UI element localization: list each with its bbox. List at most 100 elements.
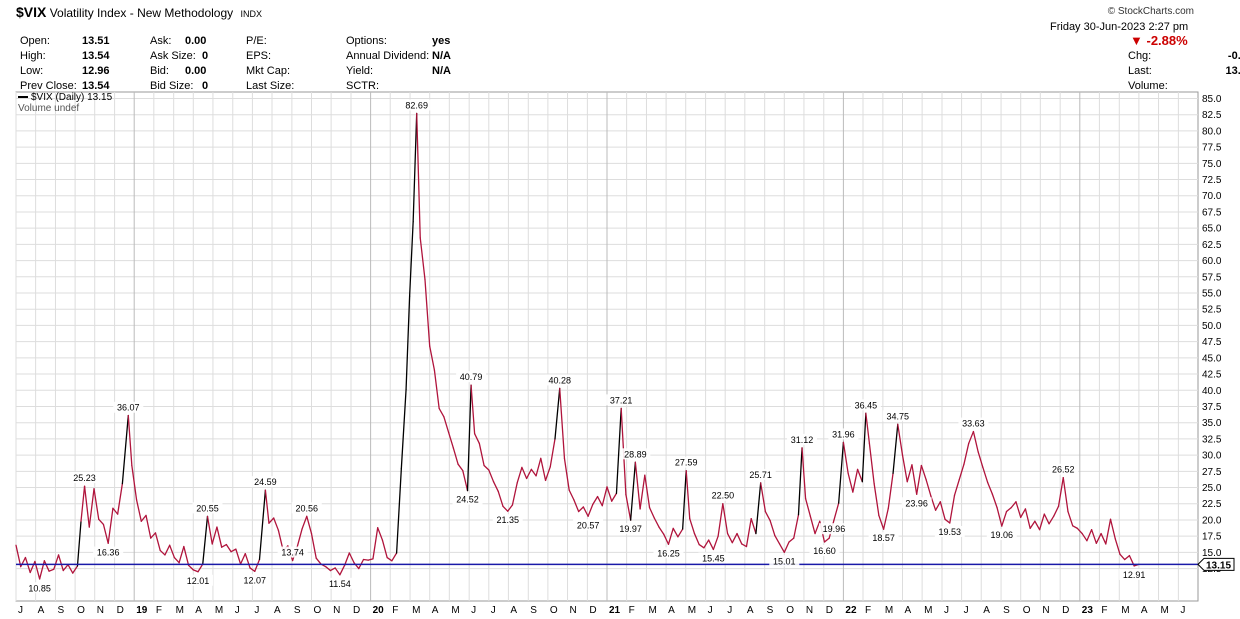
series-segment [131,464,138,501]
bid-size-label: Bid Size: [150,80,194,92]
series-segment [135,499,142,522]
y-tick-label: 45.0 [1202,353,1222,364]
series-segment [1109,518,1116,540]
x-tick-label: M [451,605,459,616]
series-segment [187,564,194,571]
series-segment [934,501,941,511]
annotation-box [492,514,523,526]
series-segment [466,384,472,492]
last-size-label: Last Size: [246,80,295,92]
series-segment [296,528,303,548]
series-segment [667,527,674,545]
annotation-box [456,371,487,383]
x-tick-label: N [97,605,104,616]
chg-value: -0.39 [1227,50,1240,62]
series-segment [783,541,790,553]
series-segment [273,517,280,531]
annotation-box [787,433,818,445]
symbol: $VIX [16,4,47,20]
data-label: 19.53 [939,527,962,537]
x-tick-label: N [1042,605,1049,616]
y-tick-label: 75.0 [1202,159,1222,170]
series-segment [861,412,867,483]
chart-title: $VIX Volatility Index - New Methodology … [16,4,262,20]
series-segment [169,544,176,559]
x-tick-label: O [314,605,322,616]
y-tick-label: 80.0 [1202,126,1222,137]
annotation-box [573,519,604,531]
series-segment [488,469,495,483]
x-tick-label: A [1141,605,1148,616]
x-tick-label: A [38,605,45,616]
series-segment [911,464,918,495]
series-segment [343,552,350,566]
annotation-box [452,493,483,505]
y-tick-label: 35.0 [1202,418,1222,429]
x-tick-label: N [570,605,577,616]
series-segment [62,564,69,572]
series-segment [996,506,1003,527]
series-segment [507,504,514,512]
annotation-box [901,497,932,509]
series-segment [145,514,152,539]
series-segment [568,489,575,501]
x-tick-label: F [629,605,635,616]
series-segment [982,466,989,483]
series-segment [577,506,585,513]
series-segment [249,567,256,573]
series-segment [606,486,613,502]
data-label: 10.85 [28,583,51,593]
series-segment [906,464,913,483]
series-segment [611,492,618,502]
series-segment [334,567,341,576]
dividend-value: N/A [432,50,451,62]
data-label: 40.28 [548,375,571,385]
series-segment [1081,532,1088,542]
last-label: Last: [1128,65,1152,77]
series-segment [573,499,580,513]
series-segment [478,442,485,467]
annotation-box [698,552,729,564]
series-segment [211,526,218,545]
data-label: 31.96 [832,429,855,439]
series-segment [1076,527,1083,535]
series-segment [629,461,637,521]
data-label: 34.75 [887,411,910,421]
series-segment [367,558,374,561]
annotation-box [606,394,637,406]
series-segment [301,515,308,530]
y-tick-label: 22.5 [1202,499,1222,510]
series-segment [57,554,64,572]
series-segment [239,553,246,565]
y-tick-label: 60.0 [1202,256,1222,267]
series-segment [447,431,454,449]
data-label: 16.25 [657,548,680,558]
series-segment [192,569,199,573]
series-segment [429,345,436,371]
high-label: High: [20,50,46,62]
annotation-box [809,544,840,556]
data-label: 15.01 [773,556,796,566]
series-segment [847,472,854,493]
series-segment [712,535,719,551]
mkt-cap-label: Mkt Cap: [246,65,291,77]
series-segment [535,457,542,477]
data-label: 36.07 [117,403,140,413]
x-tick-label: A [274,605,281,616]
x-tick-label: A [905,605,912,616]
series-segment [731,532,738,544]
series-segment [1072,525,1079,530]
series-segment [559,387,566,460]
series-segment [202,515,209,565]
series-segment [615,407,622,495]
x-tick-label: M [176,605,184,616]
x-tick-label: 21 [609,605,621,616]
series-segment [258,489,267,561]
x-tick-label: D [1062,605,1069,616]
data-label: 20.57 [577,520,600,530]
y-tick-label: 55.0 [1202,289,1222,300]
dividend-label: Annual Dividend: [346,50,430,62]
y-tick-label: 27.5 [1202,467,1222,478]
series-segment [939,501,946,520]
